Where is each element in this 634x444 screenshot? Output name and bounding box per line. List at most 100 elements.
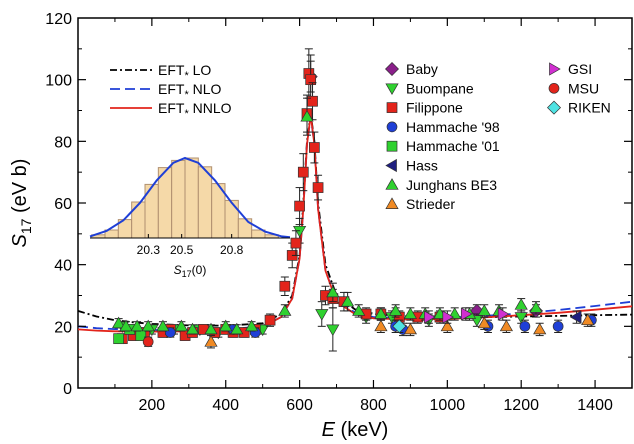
data-point	[300, 109, 314, 122]
legend-marker-riken	[547, 100, 561, 115]
series-hass	[569, 310, 582, 324]
legend-label-baby: Baby	[406, 61, 438, 77]
histogram-bar	[184, 157, 199, 239]
data-point	[477, 304, 491, 316]
data-point	[533, 322, 547, 335]
x-tick-label: 1000	[430, 397, 466, 414]
data-point	[442, 310, 455, 324]
legend-label-eft-nnlo: EFT* NNLO	[158, 100, 232, 120]
y-tick-label: 20	[54, 319, 72, 336]
data-point	[305, 74, 317, 86]
data-point	[340, 294, 355, 307]
data-point	[297, 166, 309, 178]
data-point	[119, 319, 133, 332]
data-point	[204, 335, 218, 347]
y-tick-label: 120	[45, 11, 72, 28]
data-point	[519, 320, 531, 332]
y-tick-label: 60	[54, 196, 72, 213]
data-point	[569, 310, 582, 324]
data-point	[279, 280, 291, 292]
data-point	[326, 285, 340, 298]
data-point	[497, 307, 510, 321]
y-tick-label: 80	[54, 134, 72, 151]
legend-marker-msu	[548, 82, 560, 94]
histogram-bar	[171, 159, 186, 239]
data-point	[499, 319, 514, 332]
y-tick-label: 100	[45, 73, 72, 90]
legend-marker-junghans-be3	[385, 178, 399, 190]
data-point	[307, 95, 318, 107]
legend-marker-gsi	[549, 62, 561, 76]
legend-marker-hammache-98	[386, 121, 398, 133]
histogram-bar	[197, 166, 213, 239]
data-point	[230, 322, 244, 335]
series-msu	[142, 336, 154, 348]
inset-x-tick-label: 20.5	[170, 243, 194, 257]
data-point	[142, 336, 154, 348]
y-tick-label: 40	[54, 258, 72, 275]
x-tick-label: 1400	[577, 397, 613, 414]
x-axis-title: E (keV)	[322, 419, 389, 441]
legend-marker-buompane	[385, 83, 399, 96]
legend-label-hammache-01: Hammache '01	[406, 138, 500, 154]
legend-label-hass: Hass	[406, 158, 438, 174]
legend-marker-hass	[385, 158, 397, 173]
data-point	[403, 322, 418, 335]
data-point	[392, 319, 407, 334]
data-point	[294, 200, 305, 212]
data-point	[460, 307, 473, 321]
inset-x-tick-label: 20.8	[220, 243, 244, 257]
data-point	[312, 182, 324, 193]
histogram-bar	[157, 167, 173, 239]
data-point	[440, 319, 454, 332]
x-tick-label: 600	[286, 397, 313, 414]
data-point	[552, 320, 564, 332]
legend-label-buompane: Buompane	[406, 80, 474, 96]
data-point	[204, 322, 218, 335]
data-point	[326, 324, 340, 337]
data-point	[219, 319, 233, 332]
histogram-bar	[224, 199, 239, 239]
y-axis-title: S17 (eV b)	[9, 159, 34, 248]
data-point	[315, 309, 329, 321]
histogram-bar	[131, 201, 146, 239]
series-gsi	[424, 307, 510, 324]
x-tick-label: 400	[212, 397, 239, 414]
data-point	[113, 333, 124, 345]
data-point	[156, 319, 170, 332]
data-point	[477, 316, 491, 329]
data-point	[185, 322, 200, 335]
data-point	[141, 319, 155, 332]
data-point	[581, 313, 595, 326]
data-point	[388, 304, 403, 316]
data-point	[403, 307, 418, 319]
legend-label-eft-lo: EFT* LO	[158, 62, 211, 82]
data-point	[514, 298, 528, 310]
series-riken	[392, 319, 407, 334]
legend-label-msu: MSU	[568, 80, 599, 96]
data-point	[309, 142, 320, 153]
data-point	[130, 319, 144, 332]
data-point	[424, 310, 436, 324]
data-point	[352, 304, 366, 316]
x-tick-label: 200	[139, 397, 166, 414]
legend-marker-baby	[385, 62, 399, 76]
data-point	[174, 319, 189, 332]
legend-label-filippone: Filippone	[406, 100, 463, 116]
data-point	[374, 307, 388, 319]
legend-marker-filippone	[386, 102, 398, 113]
data-point	[514, 312, 528, 324]
legend-marker-hammache-01	[386, 140, 398, 152]
data-point	[278, 304, 292, 316]
inset-x-tick-label: 20.3	[137, 243, 161, 257]
x-tick-label: 800	[360, 397, 387, 414]
data-point	[374, 319, 388, 332]
legend-label-strieder: Strieder	[406, 196, 455, 212]
data-point	[290, 237, 302, 249]
legend-label-hammache-98: Hammache '98	[406, 119, 500, 135]
data-point	[529, 301, 543, 313]
inset-x-axis-title: S17(0)	[174, 263, 207, 279]
legend-label-gsi: GSI	[568, 61, 592, 77]
